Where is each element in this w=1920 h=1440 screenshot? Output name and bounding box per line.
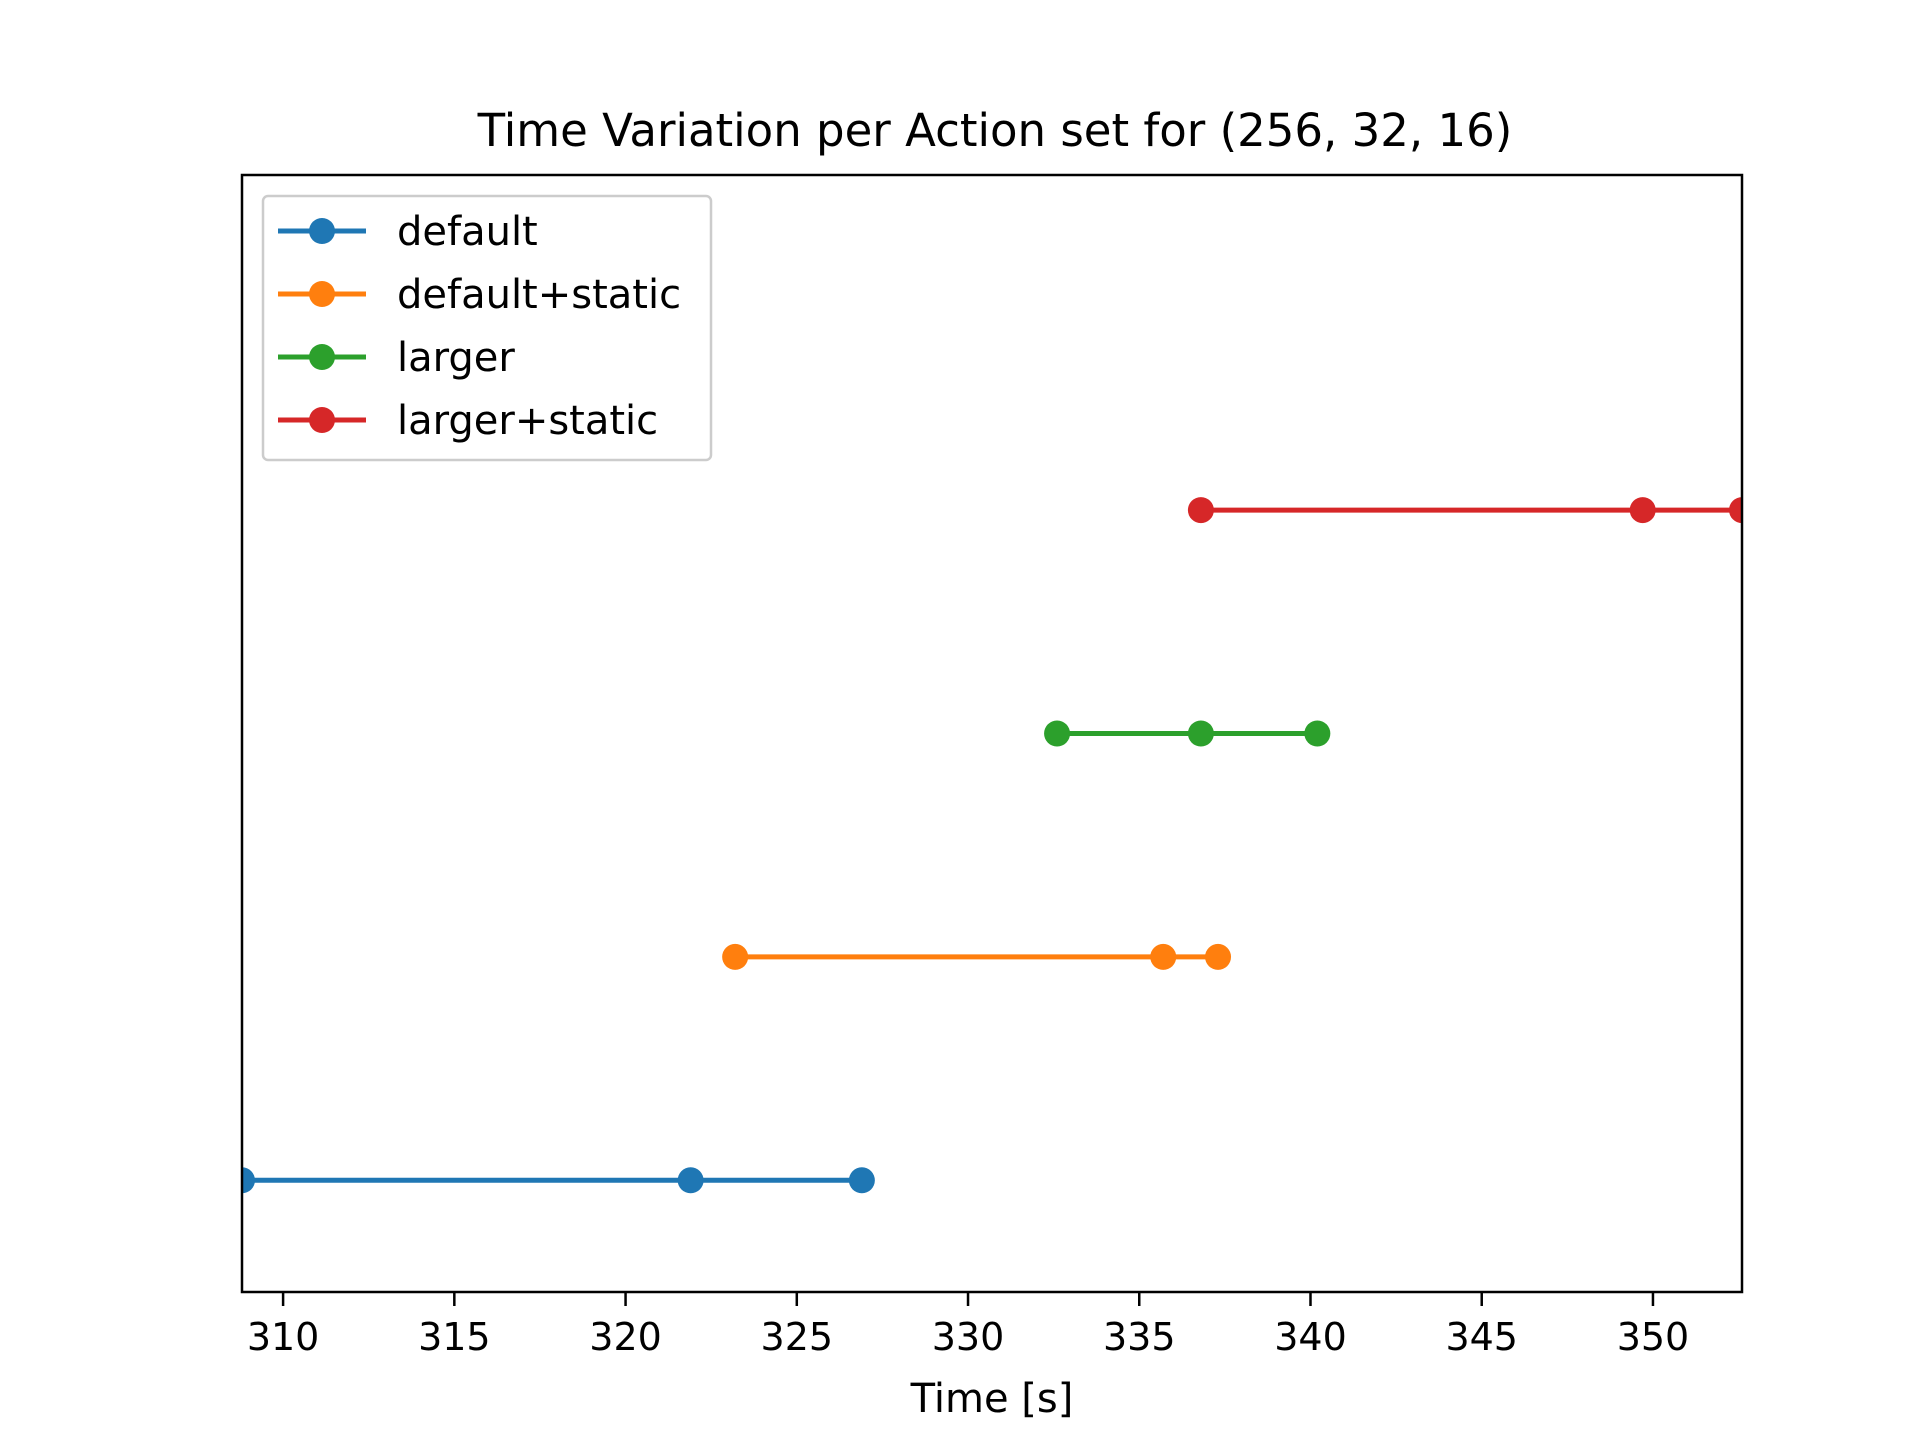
legend-label: default bbox=[397, 209, 538, 255]
data-point bbox=[1044, 720, 1071, 747]
legend-label: larger bbox=[397, 335, 515, 381]
data-point bbox=[848, 1167, 875, 1194]
legend-marker bbox=[309, 407, 335, 433]
data-point bbox=[1729, 497, 1742, 524]
plot-area bbox=[242, 497, 1742, 1194]
x-tick-label: 340 bbox=[1274, 1315, 1347, 1359]
x-tick-label: 315 bbox=[418, 1315, 491, 1359]
chart-title: Time Variation per Action set for (256, … bbox=[477, 104, 1513, 157]
data-point bbox=[242, 1167, 255, 1194]
legend-box bbox=[261, 194, 713, 462]
legend-marker bbox=[309, 218, 335, 244]
x-axis: 310 315 320 325 330 335 340 345 350 bbox=[247, 1292, 1689, 1359]
x-tick-label: 335 bbox=[1103, 1315, 1176, 1359]
data-point bbox=[1304, 720, 1331, 747]
legend-label: default+static bbox=[397, 272, 681, 318]
x-tick-label: 325 bbox=[761, 1315, 834, 1359]
data-point bbox=[1629, 497, 1656, 524]
x-tick-label: 330 bbox=[932, 1315, 1005, 1359]
data-point bbox=[1187, 497, 1214, 524]
x-tick-label: 310 bbox=[247, 1315, 320, 1359]
x-tick-label: 350 bbox=[1617, 1315, 1690, 1359]
data-point bbox=[1187, 720, 1214, 747]
data-point bbox=[722, 943, 749, 970]
legend-marker bbox=[309, 281, 335, 307]
data-point bbox=[677, 1167, 704, 1194]
x-tick-label: 320 bbox=[589, 1315, 662, 1359]
x-tick-label: 345 bbox=[1445, 1315, 1518, 1359]
data-point bbox=[1150, 943, 1177, 970]
legend: default default+static larger larger+static bbox=[261, 194, 713, 462]
data-point bbox=[1205, 943, 1232, 970]
axes-frame bbox=[240, 173, 1744, 1294]
legend-label: larger+static bbox=[397, 398, 658, 444]
x-axis-label: Time [s] bbox=[910, 1376, 1074, 1422]
legend-marker bbox=[309, 344, 335, 370]
